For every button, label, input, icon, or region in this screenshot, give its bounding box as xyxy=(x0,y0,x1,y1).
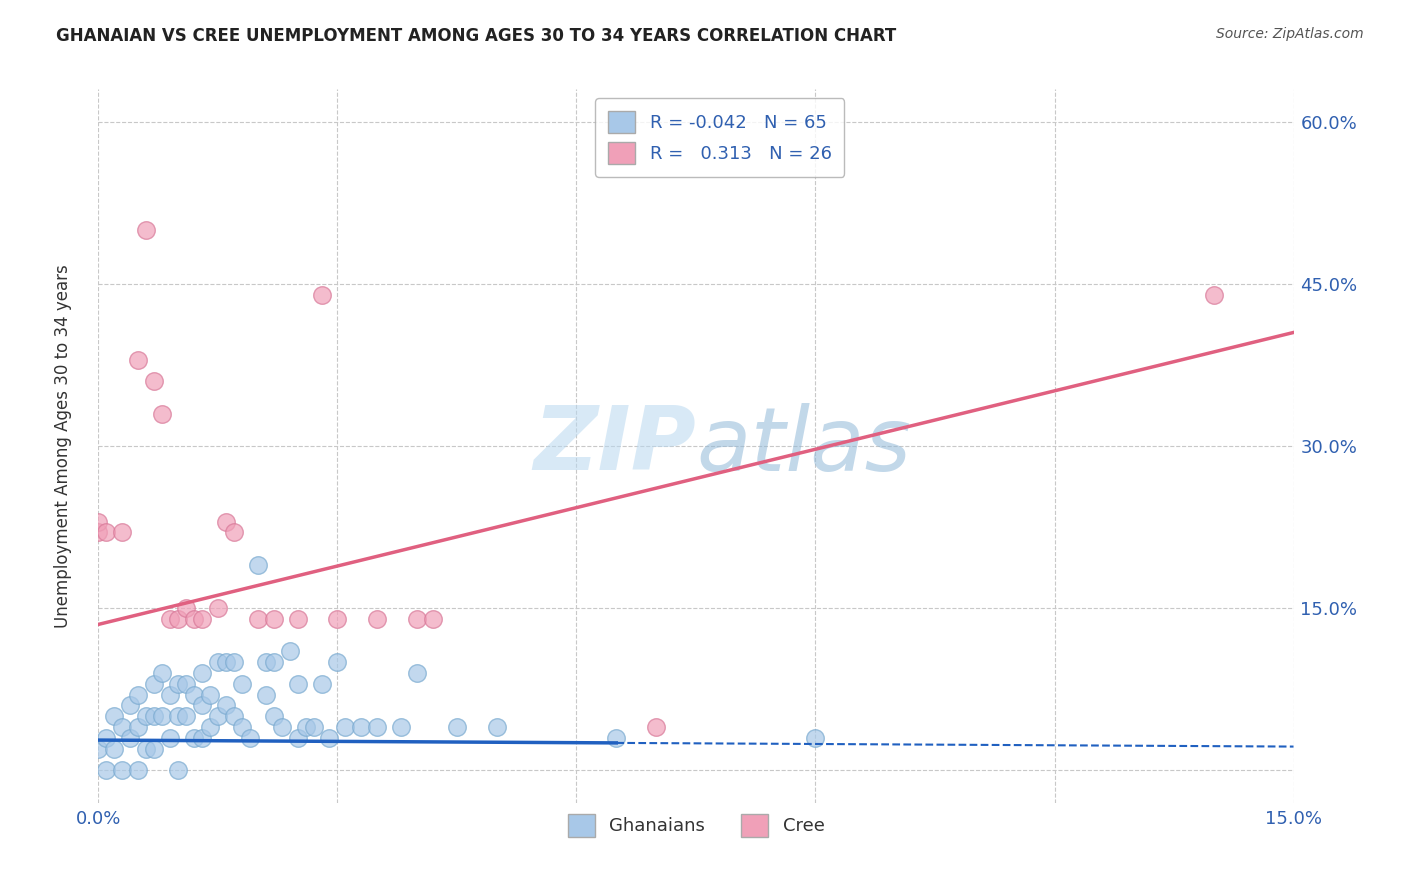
Point xyxy=(406,666,429,681)
Point xyxy=(485,720,508,734)
Point xyxy=(389,720,412,734)
Point xyxy=(167,764,190,778)
Point xyxy=(215,655,238,669)
Point xyxy=(215,515,238,529)
Point xyxy=(222,655,245,669)
Point xyxy=(191,666,214,681)
Point xyxy=(111,764,134,778)
Point xyxy=(222,525,245,540)
Point xyxy=(143,677,166,691)
Point xyxy=(231,677,253,691)
Point xyxy=(198,720,221,734)
Point xyxy=(311,677,333,691)
Point xyxy=(311,287,333,301)
Point xyxy=(263,709,285,723)
Point xyxy=(159,731,181,745)
Point xyxy=(96,731,118,745)
Point xyxy=(287,612,309,626)
Point xyxy=(183,688,205,702)
Point xyxy=(159,612,181,626)
Point xyxy=(366,720,388,734)
Point xyxy=(287,677,309,691)
Point xyxy=(127,688,149,702)
Point xyxy=(96,525,118,540)
Point xyxy=(254,688,277,702)
Point xyxy=(215,698,238,713)
Point xyxy=(127,352,149,367)
Point xyxy=(239,731,262,745)
Point xyxy=(191,698,214,713)
Point xyxy=(335,720,357,734)
Point xyxy=(135,223,157,237)
Point xyxy=(318,731,340,745)
Text: Unemployment Among Ages 30 to 34 years: Unemployment Among Ages 30 to 34 years xyxy=(55,264,72,628)
Point xyxy=(278,644,301,658)
Point xyxy=(270,720,292,734)
Point xyxy=(207,655,229,669)
Point xyxy=(191,731,214,745)
Text: Source: ZipAtlas.com: Source: ZipAtlas.com xyxy=(1216,27,1364,41)
Point xyxy=(263,612,285,626)
Point xyxy=(120,731,142,745)
Point xyxy=(207,601,229,615)
Point xyxy=(174,709,197,723)
Point xyxy=(135,709,157,723)
Point xyxy=(191,612,214,626)
Point xyxy=(406,612,429,626)
Point xyxy=(287,731,309,745)
Point xyxy=(422,612,444,626)
Point xyxy=(143,709,166,723)
Point xyxy=(446,720,468,734)
Point xyxy=(605,731,627,745)
Point xyxy=(143,374,166,388)
Point xyxy=(198,688,221,702)
Point xyxy=(294,720,316,734)
Point xyxy=(127,720,149,734)
Point xyxy=(645,720,668,734)
Point xyxy=(263,655,285,669)
Point xyxy=(222,709,245,723)
Point xyxy=(135,741,157,756)
Point xyxy=(231,720,253,734)
Point xyxy=(366,612,388,626)
Point xyxy=(87,741,110,756)
Point xyxy=(804,731,827,745)
Point xyxy=(127,764,149,778)
Point xyxy=(174,677,197,691)
Point xyxy=(1202,287,1225,301)
Point xyxy=(87,515,110,529)
Point xyxy=(167,709,190,723)
Text: atlas: atlas xyxy=(696,403,911,489)
Point xyxy=(150,407,173,421)
Point xyxy=(174,601,197,615)
Point xyxy=(111,720,134,734)
Legend: Ghanaians, Cree: Ghanaians, Cree xyxy=(560,807,832,844)
Point xyxy=(103,709,125,723)
Point xyxy=(103,741,125,756)
Point xyxy=(254,655,277,669)
Point xyxy=(150,666,173,681)
Point xyxy=(246,612,269,626)
Point xyxy=(143,741,166,756)
Point xyxy=(111,525,134,540)
Point xyxy=(87,525,110,540)
Point xyxy=(167,677,190,691)
Text: GHANAIAN VS CREE UNEMPLOYMENT AMONG AGES 30 TO 34 YEARS CORRELATION CHART: GHANAIAN VS CREE UNEMPLOYMENT AMONG AGES… xyxy=(56,27,897,45)
Point xyxy=(207,709,229,723)
Point xyxy=(183,731,205,745)
Point xyxy=(326,655,349,669)
Point xyxy=(159,688,181,702)
Point xyxy=(150,709,173,723)
Point xyxy=(246,558,269,572)
Point xyxy=(120,698,142,713)
Point xyxy=(167,612,190,626)
Point xyxy=(326,612,349,626)
Point xyxy=(183,612,205,626)
Point xyxy=(302,720,325,734)
Text: ZIP: ZIP xyxy=(533,402,696,490)
Point xyxy=(350,720,373,734)
Point xyxy=(96,764,118,778)
